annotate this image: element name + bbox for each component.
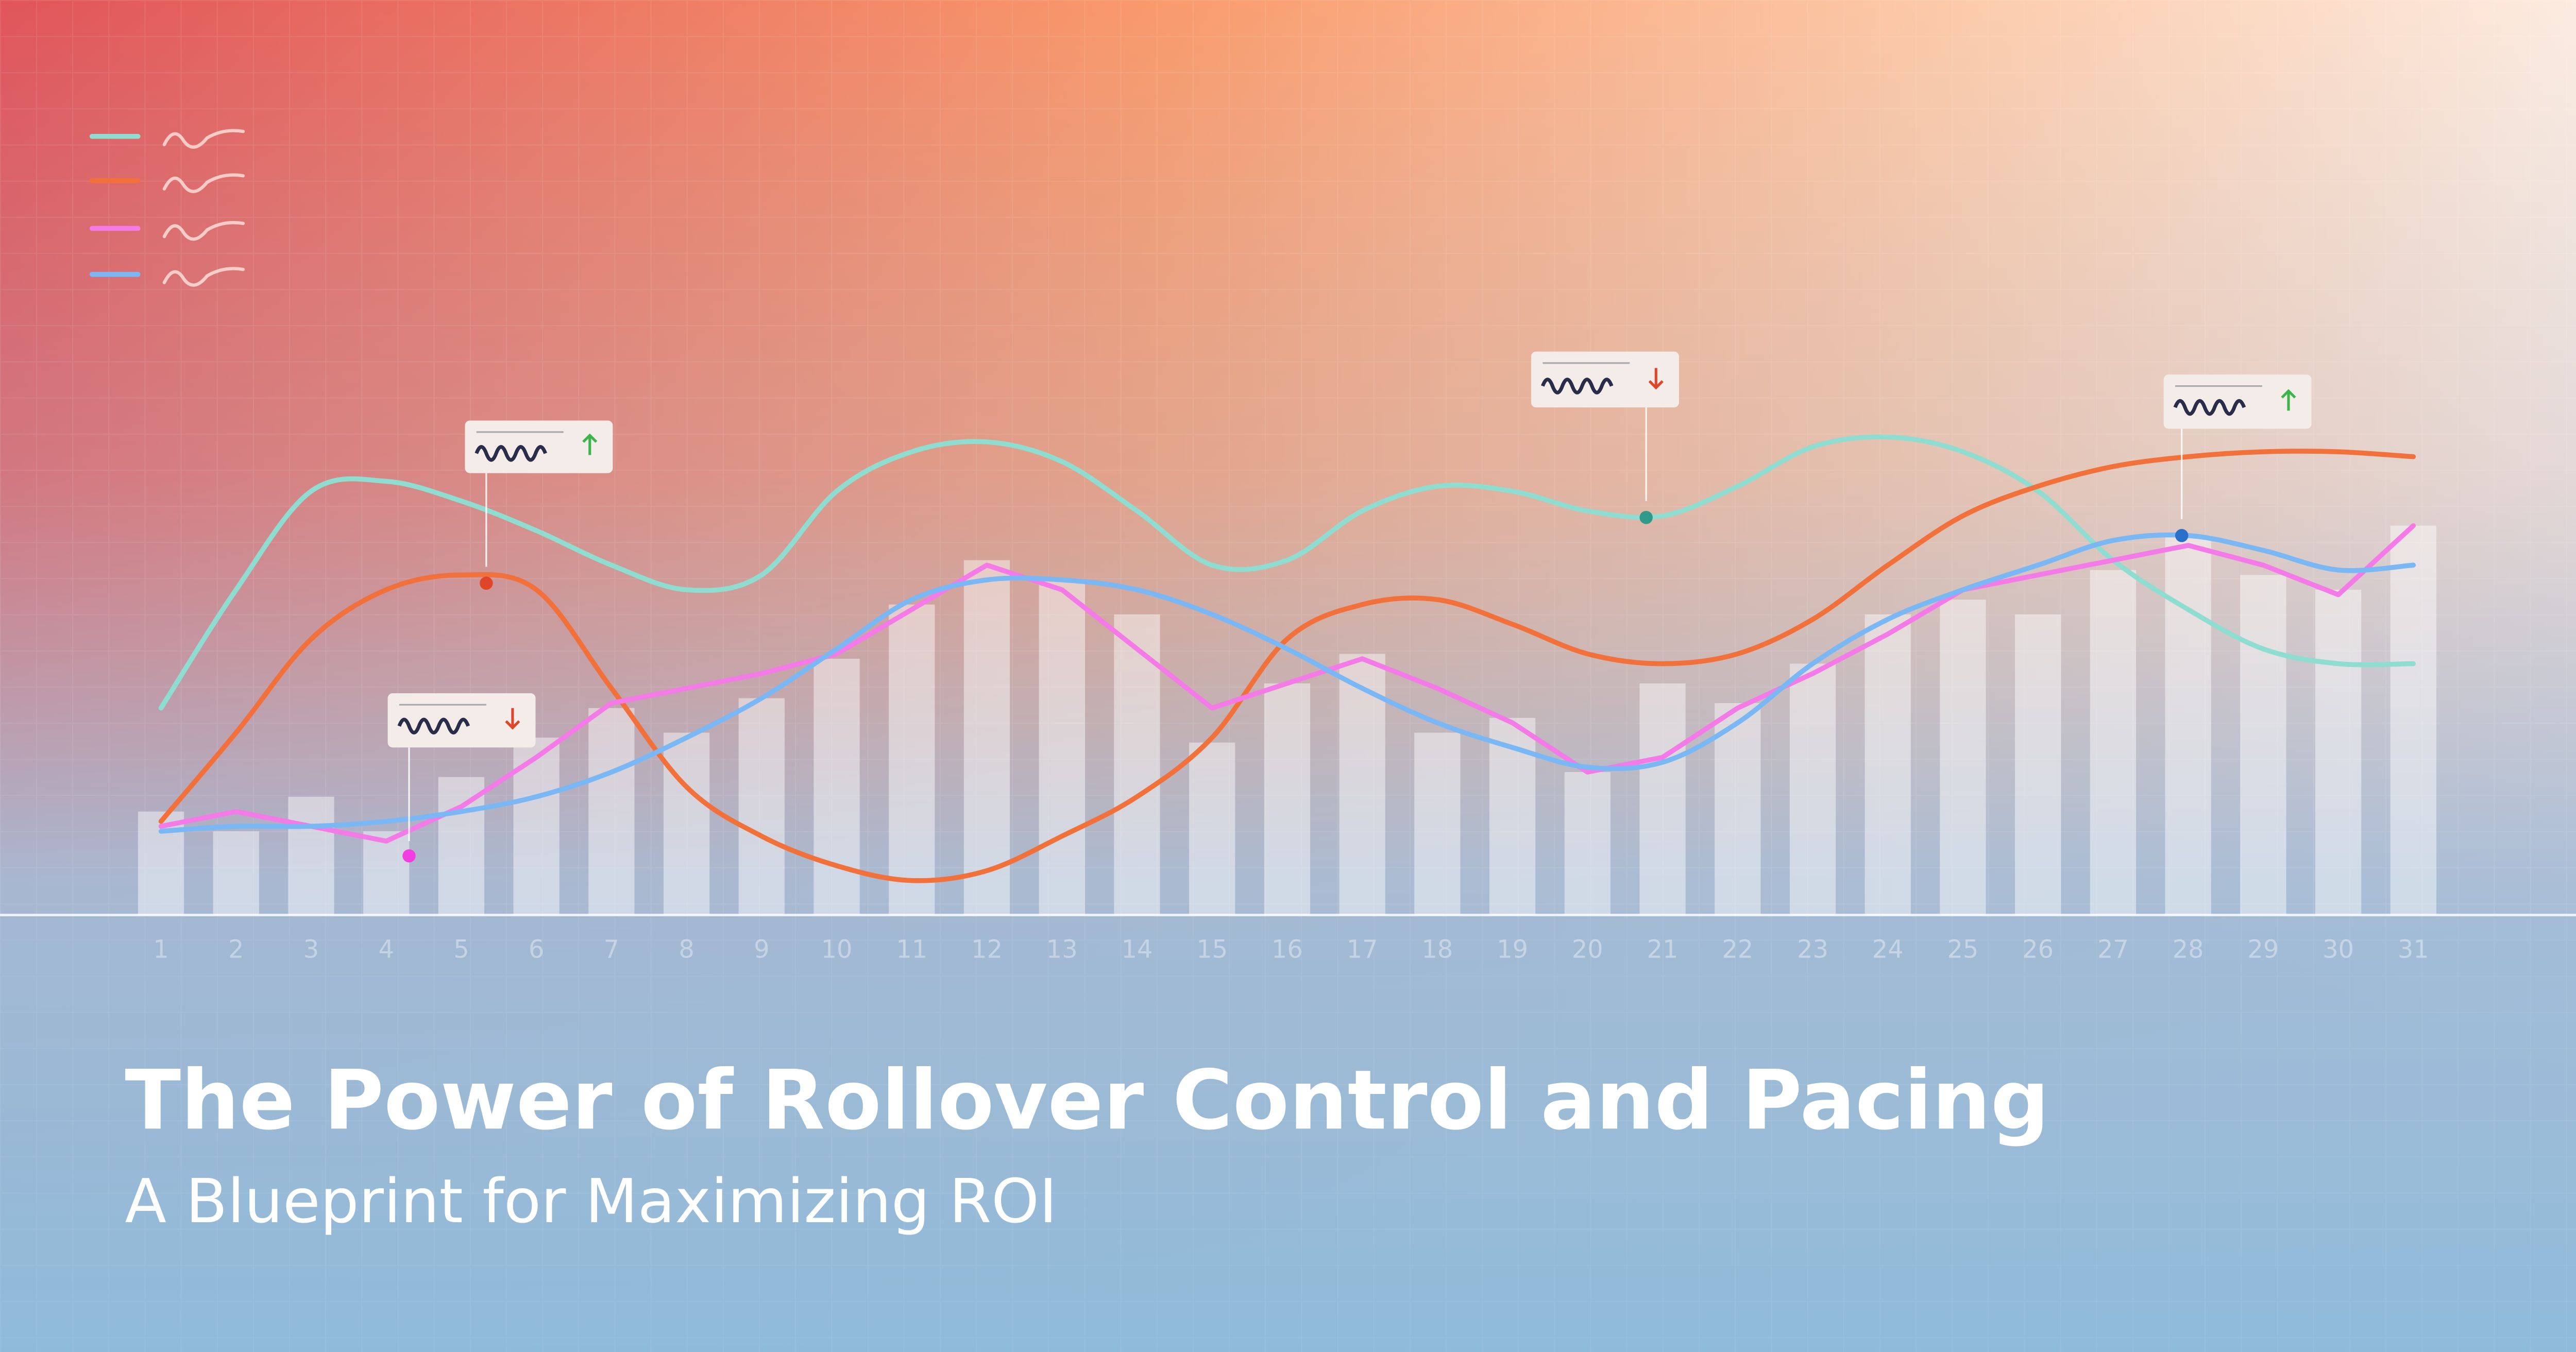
x-tick-label: 23 (1797, 936, 1828, 964)
x-tick-label: 17 (1347, 936, 1378, 964)
bar (2390, 525, 2436, 915)
footer-band (0, 915, 2576, 1352)
x-tick-label: 6 (529, 936, 544, 964)
line-series (158, 523, 2416, 844)
bar (1865, 614, 1911, 915)
callouts (387, 351, 2312, 863)
x-tick-label: 14 (1122, 936, 1153, 964)
x-tick-label: 19 (1497, 936, 1528, 964)
line-series (158, 532, 2416, 834)
line-series (158, 434, 2416, 711)
bar (1114, 614, 1160, 915)
x-tick-label: 26 (2022, 936, 2054, 964)
x-tick-label: 16 (1272, 936, 1303, 964)
x-tick-label: 31 (2398, 936, 2429, 964)
x-tick-label: 5 (453, 936, 469, 964)
callout (387, 693, 536, 863)
x-ticks: 1 2 3 4 5 6 7 8 9 10 11 12 13 14 15 16 17 18 19 20 21 22 23 24 2… (153, 936, 2429, 964)
callout (465, 420, 613, 590)
bar (1264, 683, 1311, 915)
x-tick-label: 28 (2173, 936, 2204, 964)
subtitle: A Blueprint for Maximizing ROI (125, 1166, 1057, 1237)
bar (1039, 579, 1085, 915)
title: The Power of Rollover Control and Pacing (125, 1052, 2049, 1148)
bars (138, 525, 2436, 915)
legend (89, 129, 245, 287)
x-tick-label: 9 (754, 936, 769, 964)
bar (814, 659, 860, 915)
x-tick-label: 2 (228, 936, 244, 964)
x-tick-label: 22 (1722, 936, 1753, 964)
bar (1189, 742, 1235, 915)
bar (588, 708, 635, 915)
callout (2163, 374, 2312, 542)
bar (1940, 600, 1986, 915)
x-tick-label: 12 (971, 936, 1003, 964)
x-tick-label: 4 (378, 936, 394, 964)
bar (1414, 732, 1461, 915)
bar (513, 738, 560, 915)
x-tick-label: 8 (679, 936, 694, 964)
bar (2240, 575, 2286, 915)
x-tick-label: 15 (1196, 936, 1228, 964)
x-tick-label: 24 (1872, 936, 1904, 964)
legend-squiggle (162, 221, 245, 241)
x-tick-label: 21 (1647, 936, 1679, 964)
bar (663, 732, 710, 915)
x-tick-label: 29 (2247, 936, 2279, 964)
bar (2015, 614, 2061, 915)
legend-squiggle (162, 173, 245, 193)
bar (438, 777, 485, 915)
bar (1715, 703, 1761, 915)
bar (363, 831, 410, 915)
bar (1639, 683, 1686, 915)
x-tick-label: 18 (1421, 936, 1453, 964)
x-tick-label: 30 (2323, 936, 2354, 964)
bar (288, 796, 334, 915)
line-series (158, 449, 2416, 883)
x-tick-label: 20 (1572, 936, 1603, 964)
x-tick-label: 10 (821, 936, 853, 964)
x-tick-label: 13 (1046, 936, 1078, 964)
x-tick-label: 11 (896, 936, 927, 964)
x-tick-label: 25 (1947, 936, 1979, 964)
bar (2165, 535, 2211, 915)
bar (889, 604, 935, 915)
x-tick-label: 1 (153, 936, 168, 964)
callout (1531, 351, 1679, 524)
bar (738, 698, 785, 915)
x-tick-label: 27 (2097, 936, 2129, 964)
bar (1789, 663, 1836, 915)
legend-squiggle (162, 267, 245, 287)
bar (213, 831, 259, 915)
bar (1564, 772, 1611, 915)
bar (963, 560, 1010, 915)
lines (158, 434, 2416, 883)
bar (2090, 570, 2137, 915)
bar (1339, 654, 1385, 915)
x-tick-label: 3 (303, 936, 319, 964)
x-tick-label: 7 (604, 936, 619, 964)
legend-squiggle (162, 129, 245, 149)
bar (2315, 590, 2362, 915)
